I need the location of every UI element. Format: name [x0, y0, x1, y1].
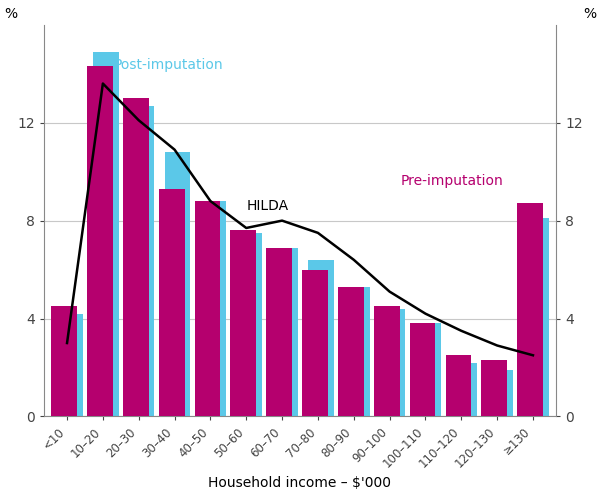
- Bar: [344, 287, 370, 416]
- Bar: [380, 309, 406, 416]
- Bar: [164, 152, 190, 416]
- Bar: [236, 233, 262, 416]
- Text: %: %: [583, 7, 596, 21]
- Text: %: %: [4, 7, 17, 21]
- Bar: [57, 314, 83, 416]
- Bar: [302, 269, 328, 416]
- Bar: [374, 306, 400, 416]
- Bar: [338, 287, 364, 416]
- Bar: [230, 231, 256, 416]
- Bar: [415, 324, 441, 416]
- Bar: [266, 248, 292, 416]
- Bar: [194, 201, 220, 416]
- Bar: [93, 52, 119, 416]
- Bar: [481, 360, 507, 416]
- Text: HILDA: HILDA: [246, 199, 289, 213]
- Bar: [446, 355, 472, 416]
- Bar: [87, 67, 113, 416]
- Bar: [200, 201, 226, 416]
- Bar: [451, 363, 477, 416]
- Bar: [487, 370, 513, 416]
- Bar: [272, 248, 298, 416]
- Bar: [123, 98, 149, 416]
- Text: Post-imputation: Post-imputation: [113, 58, 223, 72]
- Bar: [308, 260, 334, 416]
- Bar: [410, 324, 436, 416]
- Bar: [159, 189, 185, 416]
- Text: Pre-imputation: Pre-imputation: [400, 174, 503, 188]
- Bar: [523, 218, 549, 416]
- X-axis label: Household income – $'000: Household income – $'000: [209, 476, 392, 490]
- Bar: [51, 306, 77, 416]
- Bar: [517, 203, 543, 416]
- Bar: [128, 105, 154, 416]
